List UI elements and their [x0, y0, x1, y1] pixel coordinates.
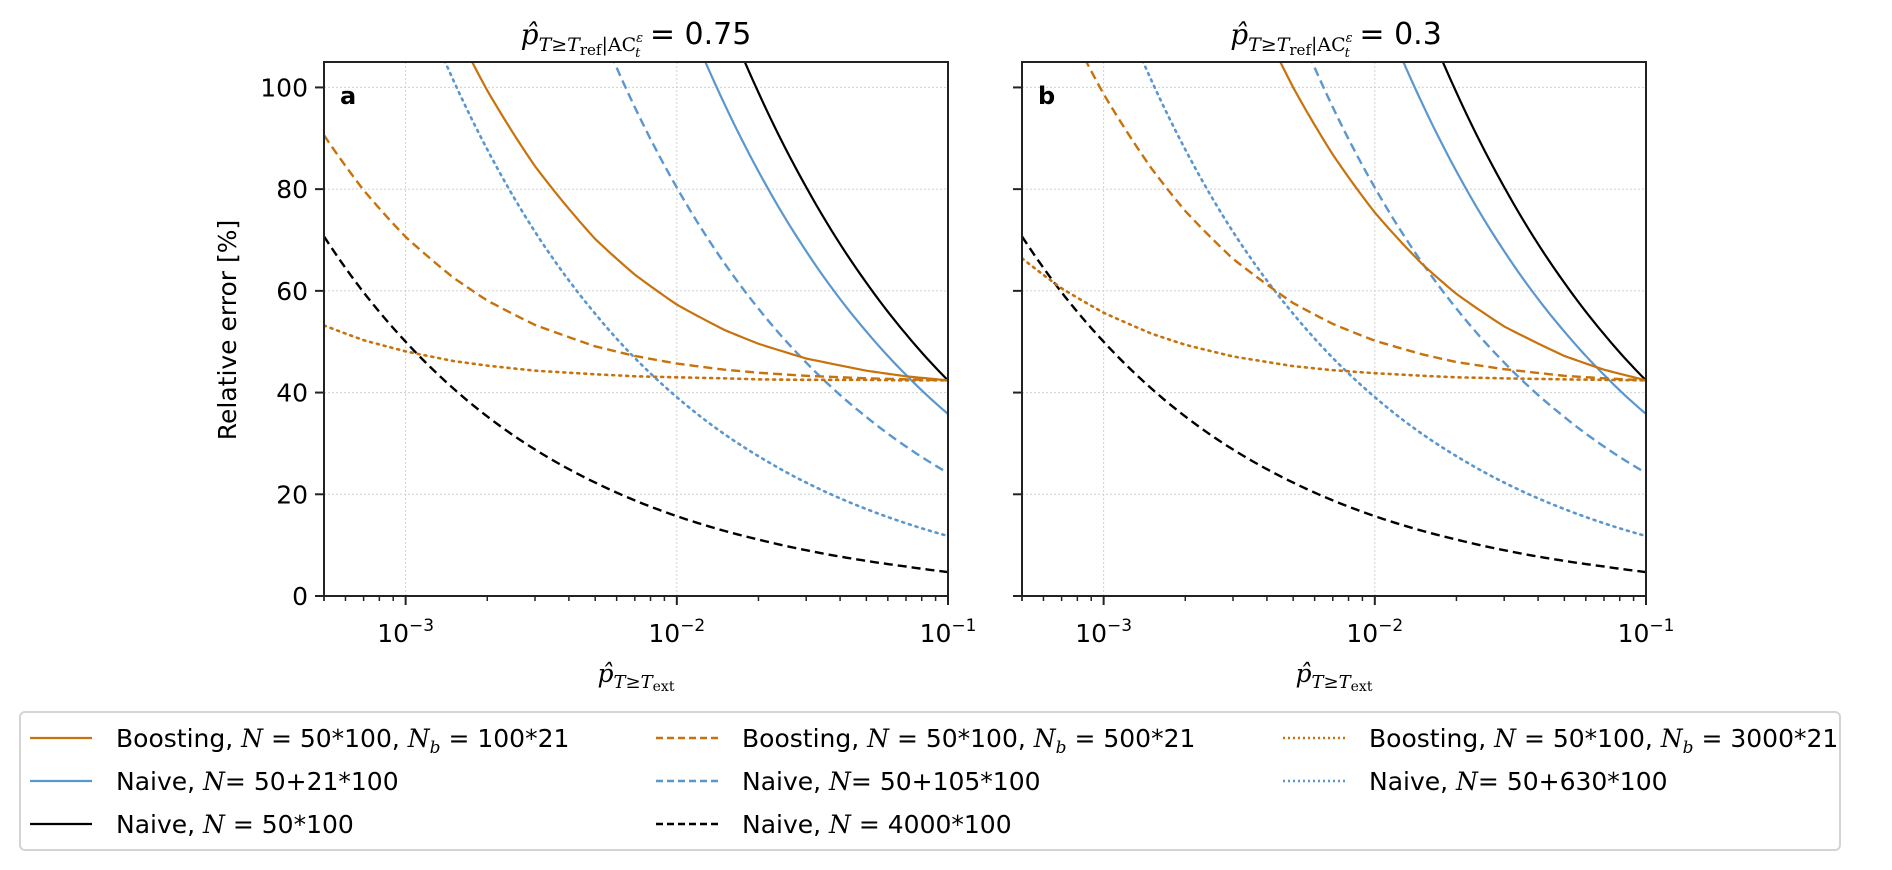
y-tick-label: 40 [276, 379, 308, 408]
panel-title-a: p̂T≥Tref|ACε t = 0.75 [521, 17, 752, 61]
grid-a [324, 62, 948, 596]
series-line-boost3 [1022, 257, 1646, 382]
y-tick-label: 80 [276, 175, 308, 204]
series-a [324, 62, 948, 574]
legend-item-naive1: Naive, N= 50+21*100 [30, 767, 399, 796]
legend-item-boost1: Boosting, N = 50*100, Nb = 100*21 [30, 724, 569, 758]
series-line-boost2 [1085, 62, 1646, 382]
ticks-a: 0 20 40 60 80 100 10−3 10−2 10−1 [260, 73, 976, 648]
legend: Boosting, N = 50*100, Nb = 100*21 Naive, … [19, 711, 1841, 851]
legend-item-naive5: Naive, N = 4000*100 [656, 810, 1012, 839]
y-axis-label: Relative error [%] [213, 220, 242, 441]
panel-b: 10−3 10−2 10−1 b p̂T≥Tref|ACε t = 0.3 p̂T≥T… [1013, 17, 1675, 695]
series-line-boost1 [1279, 62, 1646, 382]
axes-frame-a [323, 61, 949, 597]
x-axis-label-a: p̂T≥Text [598, 659, 675, 695]
series-line-naive5 [324, 235, 948, 574]
series-line-boost3 [324, 324, 948, 382]
y-tick-label: 20 [276, 480, 308, 509]
series-line-naive5 [1022, 235, 1646, 574]
y-tick-label: 0 [292, 582, 308, 611]
x-tick-label: 10−2 [648, 616, 705, 648]
series-line-naive1 [1402, 62, 1646, 415]
x-axis-label-b: p̂T≥Text [1296, 659, 1373, 695]
legend-label: Boosting, N = 50*100, Nb = 3000*21 [1369, 724, 1838, 758]
series-line-naive1 [704, 62, 948, 415]
x-tick-label: 10−2 [1346, 616, 1403, 648]
series-line-naive2 [1310, 62, 1646, 474]
x-tick-label: 10−1 [920, 616, 977, 648]
legend-label: Naive, N= 50+21*100 [116, 767, 399, 796]
legend-item-naive2: Naive, N= 50+105*100 [656, 767, 1041, 796]
panel-title-b: p̂T≥Tref|ACε t = 0.3 [1230, 17, 1442, 61]
legend-item-naive3: Naive, N= 50+630*100 [1283, 767, 1668, 796]
axes-frame-b [1021, 61, 1647, 597]
legend-item-boost2: Boosting, N = 50*100, Nb = 500*21 [656, 724, 1195, 758]
panel-letter-b: b [1038, 82, 1055, 110]
legend-item-boost3: Boosting, N = 50*100, Nb = 3000*21 [1283, 724, 1838, 758]
legend-frame [19, 711, 1841, 851]
legend-label: Naive, N= 50+630*100 [1369, 767, 1668, 796]
series-line-boost1 [470, 62, 948, 382]
ticks-b: 10−3 10−2 10−1 [1013, 86, 1675, 648]
legend-item-naive4: Naive, N = 50*100 [30, 810, 354, 839]
series-line-naive2 [612, 62, 948, 474]
x-tick-label: 10−1 [1618, 616, 1675, 648]
legend-label: Boosting, N = 50*100, Nb = 100*21 [116, 724, 569, 758]
legend-label: Naive, N= 50+105*100 [742, 767, 1041, 796]
series-line-naive3 [443, 62, 948, 538]
y-tick-label: 60 [276, 277, 308, 306]
series-line-naive4 [743, 62, 948, 382]
panel-a: 0 20 40 60 80 100 10−3 10−2 10−1 a p̂T≥Tref|ACε t… [213, 17, 976, 695]
x-tick-label: 10−3 [377, 616, 434, 648]
x-tick-label: 10−3 [1075, 616, 1132, 648]
panel-letter-a: a [340, 82, 356, 110]
series-line-boost2 [324, 134, 948, 382]
series-line-naive4 [1441, 62, 1646, 382]
legend-label: Naive, N = 4000*100 [742, 810, 1012, 839]
legend-label: Boosting, N = 50*100, Nb = 500*21 [742, 724, 1195, 758]
series-b [1022, 62, 1646, 574]
y-tick-label: 100 [260, 73, 308, 102]
grid-b [1022, 62, 1646, 596]
series-line-naive3 [1141, 62, 1646, 538]
legend-label: Naive, N = 50*100 [116, 810, 354, 839]
